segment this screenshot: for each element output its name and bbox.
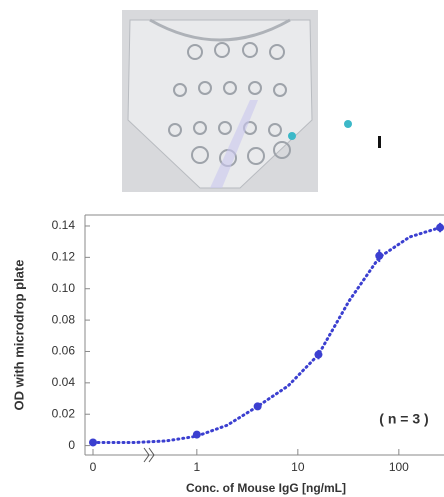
data-point [314, 350, 323, 359]
data-point [253, 402, 262, 411]
plot-frame [84, 214, 444, 456]
y-tick-label: 0.14 [52, 218, 76, 232]
chip-photo [122, 10, 381, 192]
y-tick-label: 0.06 [52, 344, 76, 358]
y-tick-label: 0.08 [52, 312, 76, 326]
x-tick-label: 100 [389, 460, 409, 474]
y-tick-label: 0.02 [52, 406, 76, 420]
y-axis-label: OD with microdrop plate [11, 260, 26, 411]
y-tick-label: 0.12 [52, 250, 76, 264]
y-tick-label: 0 [68, 438, 75, 452]
fit-line [91, 226, 442, 444]
data-point [436, 223, 444, 232]
x-axis-label: Conc. of Mouse IgG [ng/mL] [186, 481, 346, 495]
y-tick-label: 0.10 [52, 281, 76, 295]
annotation: ( n = 3 ) [379, 411, 428, 427]
data-point [192, 430, 201, 439]
x-tick-label: 0 [90, 460, 97, 474]
x-tick-label: 10 [291, 460, 305, 474]
data-point [375, 251, 384, 260]
data-point [89, 438, 97, 447]
axis-break [143, 447, 155, 463]
x-tick-label: 1 [193, 460, 200, 474]
y-tick-label: 0.04 [52, 375, 76, 389]
